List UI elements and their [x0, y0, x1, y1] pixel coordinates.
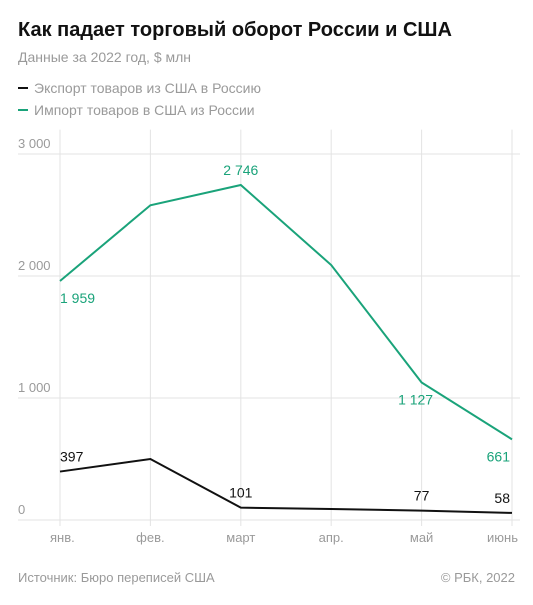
legend-label: Импорт товаров в США из России: [34, 102, 255, 118]
source: Источник: Бюро переписей США: [18, 570, 215, 585]
x-tick-label: фев.: [136, 530, 164, 545]
x-tick-label: янв.: [50, 530, 75, 545]
chart-subtitle: Данные за 2022 год, $ млн: [18, 49, 191, 65]
y-tick-label: 0: [18, 502, 25, 517]
line: [59, 457, 513, 514]
x-tick-label: март: [226, 530, 255, 545]
data-label: 101: [229, 485, 253, 501]
data-label: 661: [487, 448, 511, 464]
y-tick-label: 1 000: [18, 380, 51, 395]
data-label: 58: [494, 490, 510, 506]
y-tick-label: 3 000: [18, 136, 51, 151]
data-label: 397: [60, 449, 84, 465]
chart-title: Как падает торговый оборот России и США: [18, 19, 452, 41]
x-tick-label: июнь: [487, 530, 518, 545]
x-tick-label: май: [410, 530, 433, 545]
legend-label: Экспорт товаров из США в Россию: [34, 80, 261, 96]
data-label: 1 127: [398, 392, 433, 408]
data-label: 77: [414, 488, 430, 504]
credit: © РБК, 2022: [441, 570, 515, 585]
line: [59, 183, 513, 441]
y-tick-label: 2 000: [18, 258, 51, 273]
data-label: 1 959: [60, 290, 95, 306]
data-label: 2 746: [223, 162, 258, 178]
x-tick-label: апр.: [319, 530, 344, 545]
